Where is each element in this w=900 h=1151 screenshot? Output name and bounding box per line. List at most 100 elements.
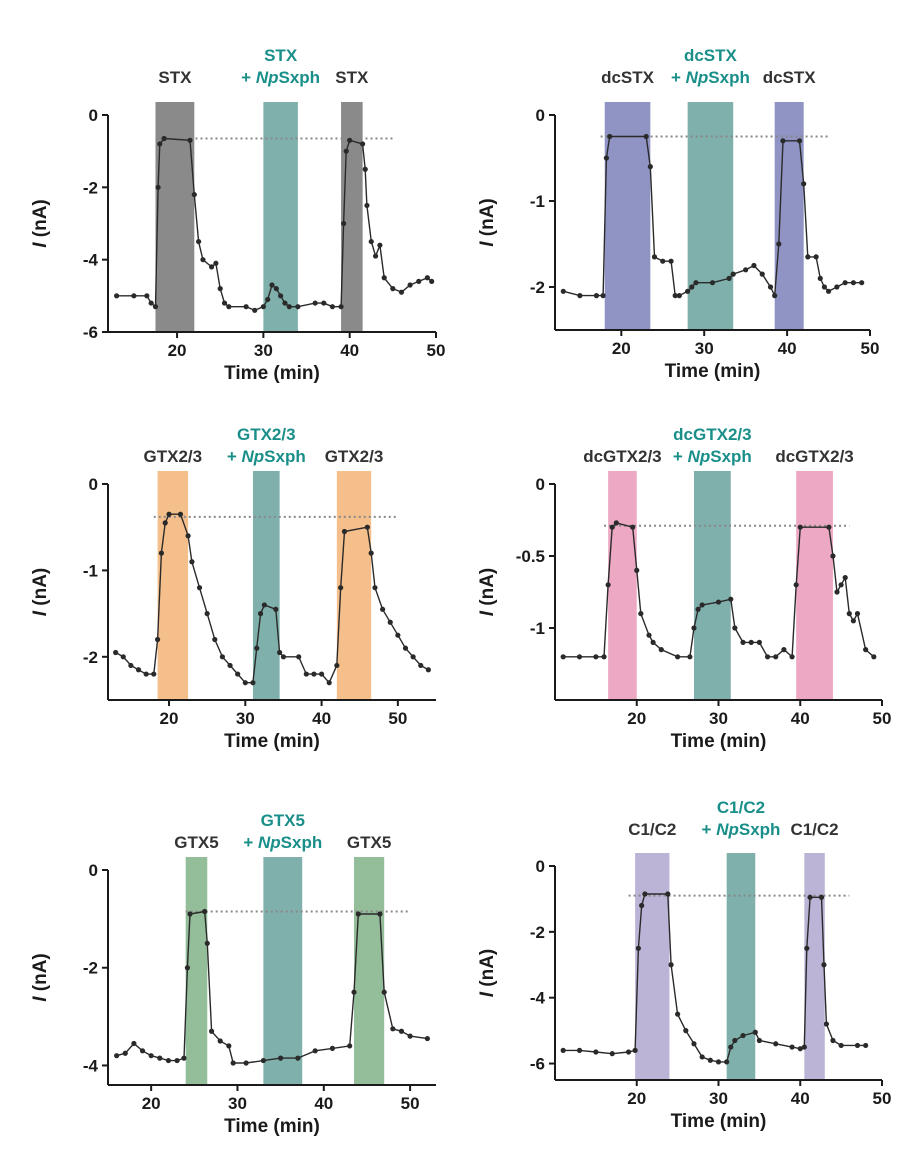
panel2-trace-point xyxy=(577,293,583,299)
panel6-x-axis-title: Time (min) xyxy=(671,1111,767,1132)
panel1-label-protein: Sxph xyxy=(279,68,321,87)
panel2-label-prefix: + xyxy=(671,68,686,87)
panel4-trace-point xyxy=(728,596,734,602)
panel1-trace-point xyxy=(187,137,193,143)
panel6-trace-point xyxy=(632,1047,638,1053)
panel2-trace-point xyxy=(842,280,848,286)
panel6-y-tick-label: -2 xyxy=(530,923,545,942)
panel6-trace-point xyxy=(724,1059,730,1065)
panel5-band-3 xyxy=(354,857,385,1085)
panel1-y-axis-title-italic: I xyxy=(30,242,51,248)
panel3-trace-point xyxy=(166,511,172,517)
panel1-trace-point xyxy=(260,304,266,310)
panel5-trace-point xyxy=(347,1043,353,1049)
panel5-trace-point xyxy=(407,1033,413,1039)
panel5-trace-point xyxy=(230,1060,236,1066)
panel3-trace-point xyxy=(387,619,393,625)
panel2-trace-point xyxy=(759,271,765,277)
panel3-trace-point xyxy=(242,680,248,686)
panel2-y-tick-label: -2 xyxy=(530,278,545,297)
panel2-label-protein: Sxph xyxy=(708,68,750,87)
panel6-trace-point xyxy=(728,1044,734,1050)
panel1-trace-point xyxy=(191,191,197,198)
panel2-trace-point xyxy=(751,262,757,269)
panel2-treatment-label-1: dcSTX xyxy=(601,68,655,87)
panel1-x-tick-label: 20 xyxy=(168,341,187,360)
panel6-trace-point xyxy=(773,1041,779,1047)
panel1-trace-point xyxy=(265,296,271,303)
panel2-trace-point xyxy=(726,275,732,281)
panel1-trace-point xyxy=(155,184,161,190)
panel2-trace-point xyxy=(693,280,699,286)
panel5-trace-point xyxy=(351,989,357,995)
panel5-trace-point xyxy=(329,1045,336,1051)
panel2-trace-point xyxy=(643,133,649,140)
panel2-group: 20 30 40 50 0 -1 -2 Time (min) I (nA) dcSTX dcSTX +… xyxy=(477,46,879,382)
panel1-trace-point xyxy=(252,307,258,313)
panel4-y-tick-label: -0.5 xyxy=(516,547,545,566)
panel3-x-tick-label: 20 xyxy=(160,709,179,728)
panel6-y-tick-label: -4 xyxy=(530,989,546,1008)
panel1-trace-point xyxy=(398,289,405,295)
panel6-trace-point xyxy=(789,1044,795,1050)
panel4-trace-point xyxy=(834,589,840,595)
panel6-band-3 xyxy=(804,853,825,1080)
panel1-trace-point xyxy=(321,300,327,306)
panel4-trace-point xyxy=(560,654,566,660)
panel5-y-axis-title-italic: I xyxy=(30,996,51,1002)
panel4-trace-point xyxy=(781,647,787,653)
panel5-trace-point xyxy=(243,1060,249,1066)
panel1-trace-point xyxy=(269,282,275,288)
panel6-trace-line xyxy=(563,893,866,1063)
panel4-x-tick-label: 30 xyxy=(709,709,728,728)
panel6-trace-point xyxy=(823,1021,830,1027)
panel5-trace-point xyxy=(139,1048,146,1054)
panel4-trace-point xyxy=(871,654,877,660)
panel6-x-tick-label: 40 xyxy=(791,1089,810,1108)
panel4-trace-point xyxy=(854,611,861,617)
panel1-x-tick-label: 30 xyxy=(254,341,273,360)
panel4-trace-point xyxy=(846,611,852,617)
panel1-trace-point xyxy=(312,300,318,306)
panel5-trace-point xyxy=(181,1055,187,1061)
panel2-trace-point xyxy=(805,254,811,260)
panel1-y-axis-title-unit: (nA) xyxy=(30,199,51,242)
panel5-trace-point xyxy=(165,1057,172,1064)
panel3-trace-point xyxy=(261,602,267,608)
panel3-trace-point xyxy=(162,520,168,526)
panel1-trace-point xyxy=(416,278,422,284)
panel3-label-prefix: + xyxy=(227,447,242,466)
panel5-trace-point xyxy=(295,1055,301,1061)
panel3-trace-point xyxy=(338,585,344,591)
panel3-y-axis-title-italic: I xyxy=(30,610,51,616)
panel6-trace-point xyxy=(675,1011,681,1017)
panel6-group: 20 30 40 50 0 -2 -4 -6 Time (min) I (nA) C1/C2 C1/C… xyxy=(477,798,891,1132)
panel1-treatment-label-2: STX xyxy=(264,46,298,65)
panel4-y-axis-title: I (nA) xyxy=(477,568,498,617)
panel3-trace-point xyxy=(135,667,142,673)
panel4-trace-point xyxy=(826,524,832,530)
panel1-trace-point xyxy=(221,300,228,306)
panel5-trace-point xyxy=(174,1057,180,1064)
panel5-trace-point xyxy=(424,1035,430,1042)
panel6-y-axis-title-italic: I xyxy=(477,991,498,997)
panel4-band-3 xyxy=(796,471,833,700)
panel5-y-tick-label: 0 xyxy=(89,861,98,880)
panel3-trace-point xyxy=(128,662,134,669)
panel5-trace-point xyxy=(157,1055,163,1061)
panel3-trace-point xyxy=(311,671,317,677)
panel1-trace-point xyxy=(243,304,249,310)
panel1-label-prefix: + xyxy=(241,68,256,87)
panel6-trace-point xyxy=(683,1028,689,1034)
panel2-treatment-label-2: dcSTX xyxy=(684,46,738,65)
panel2-band-2 xyxy=(687,102,734,330)
panel4-trace-point xyxy=(789,654,795,660)
panel3-trace-point xyxy=(402,645,409,651)
panel5-y-axis-title: I (nA) xyxy=(30,953,51,1002)
panel4-x-axis-title: Time (min) xyxy=(671,731,767,752)
panel1-trace-point xyxy=(364,202,370,209)
panel3-trace-point xyxy=(120,654,126,660)
panel5-label-protein: Sxph xyxy=(281,833,323,852)
panel4-trace-line xyxy=(563,522,875,659)
